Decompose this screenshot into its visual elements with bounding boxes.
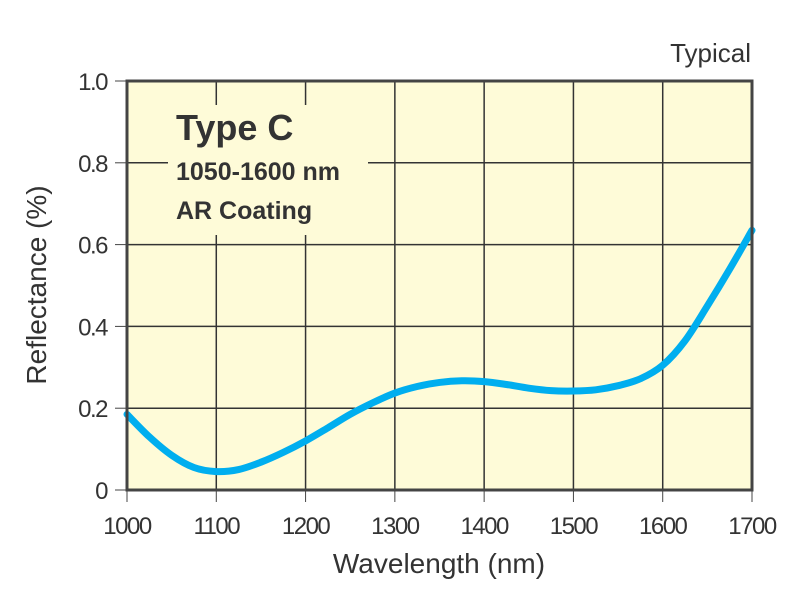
x-tick-label: 1600 <box>639 513 688 540</box>
y-axis-label: Reflectance (%) <box>21 185 52 384</box>
y-tick-label: 0 <box>95 478 108 505</box>
y-tick-label: 0.4 <box>78 314 108 341</box>
annotation-range: 1050-1600 nm <box>176 158 340 186</box>
y-tick-label: 0.6 <box>78 233 108 260</box>
annotation-background <box>168 105 368 235</box>
plot-frame <box>125 79 754 492</box>
y-tick-label: 1.0 <box>78 69 108 96</box>
y-tick-label: 0.8 <box>78 151 108 178</box>
series-line-type-c <box>123 226 756 476</box>
x-tick-label: 1400 <box>460 513 509 540</box>
x-tick-label: 1300 <box>371 513 420 540</box>
y-tick-label: 0.2 <box>78 396 108 423</box>
grid-lines <box>127 81 752 490</box>
y-axis-ticks: 0 0.2 0.4 0.6 0.8 1.0 <box>78 69 127 505</box>
x-tick-label: 1000 <box>103 513 152 540</box>
x-tick-label: 1200 <box>282 513 331 540</box>
annotation-title: Type C <box>176 107 293 148</box>
typical-note: Typical <box>670 38 751 68</box>
x-tick-label: 1500 <box>550 513 599 540</box>
annotation-coating: AR Coating <box>176 197 312 225</box>
x-tick-label: 1100 <box>193 513 240 540</box>
x-axis-label: Wavelength (nm) <box>333 548 545 579</box>
x-axis-ticks: 1000 1100 1200 1300 1400 1500 1600 1700 <box>103 490 778 540</box>
x-tick-label: 1700 <box>728 513 777 540</box>
